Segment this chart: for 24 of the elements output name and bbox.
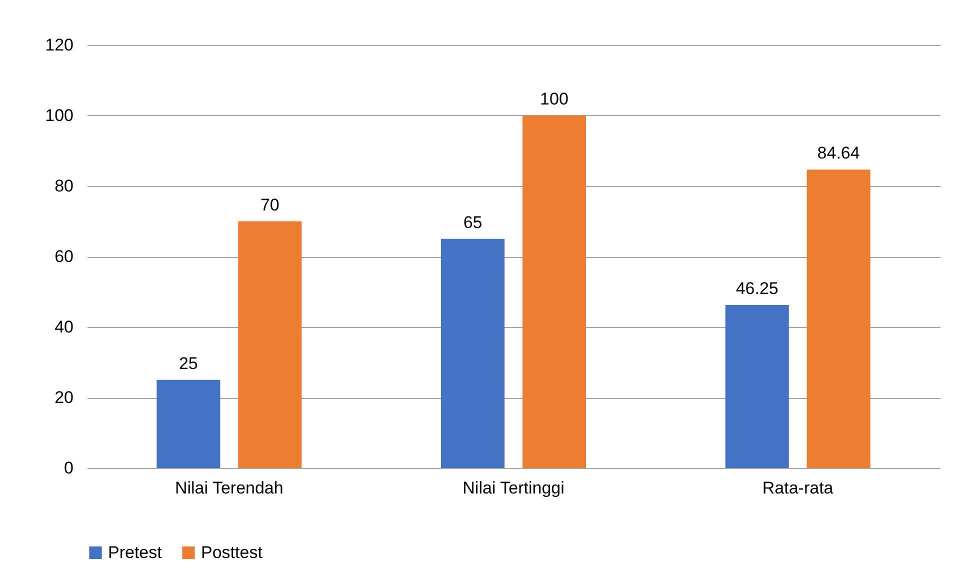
bar <box>522 116 586 468</box>
legend-label: Pretest <box>108 542 162 562</box>
y-tick-label: 60 <box>54 247 74 266</box>
bar <box>806 170 870 468</box>
bar <box>238 221 302 468</box>
bar <box>440 238 505 468</box>
data-label: 84.64 <box>817 144 860 163</box>
x-tick-label: Rata-rata <box>762 478 834 498</box>
y-tick-label: 20 <box>54 388 74 407</box>
bar <box>156 380 220 468</box>
data-label: 65 <box>463 212 482 232</box>
y-tick-label: 0 <box>64 458 74 478</box>
data-label: 70 <box>260 195 280 214</box>
x-tick-label: Nilai Tertinggi <box>462 478 564 498</box>
y-tick-label: 80 <box>54 176 74 196</box>
data-label: 100 <box>540 90 568 108</box>
data-label: 25 <box>178 354 198 373</box>
y-tick-label: 120 <box>45 36 74 54</box>
y-tick-label: 100 <box>45 106 74 125</box>
bar <box>725 304 789 468</box>
data-label: 46.25 <box>736 278 778 298</box>
x-tick-label: Nilai Terendah <box>174 478 284 498</box>
y-tick-label: 40 <box>54 318 74 336</box>
legend-label: Posttest <box>201 542 263 562</box>
